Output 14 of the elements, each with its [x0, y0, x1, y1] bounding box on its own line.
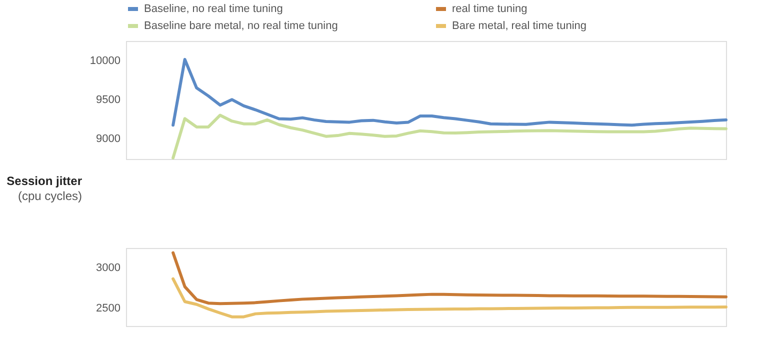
line-series: [172, 251, 728, 306]
y-tick-label: 9500: [96, 94, 120, 106]
y-tick-label: 9000: [96, 133, 120, 146]
legend-label: real time tuning: [452, 3, 528, 15]
line-series: [172, 114, 728, 160]
y-tick-label: 3000: [96, 262, 120, 274]
line-series: [172, 58, 728, 127]
legend-label: Bare metal, real time tuning: [452, 20, 587, 32]
y-axis-title: Session jitter (cpu cycles): [6, 174, 82, 203]
y-tick-label: 10000: [90, 55, 120, 68]
legend-label: Baseline bare metal, no real time tuning: [144, 20, 338, 32]
y-tick-label: 2500: [96, 302, 120, 315]
line-series: [172, 277, 728, 318]
legend-label: Baseline, no real time tuning: [144, 3, 283, 15]
